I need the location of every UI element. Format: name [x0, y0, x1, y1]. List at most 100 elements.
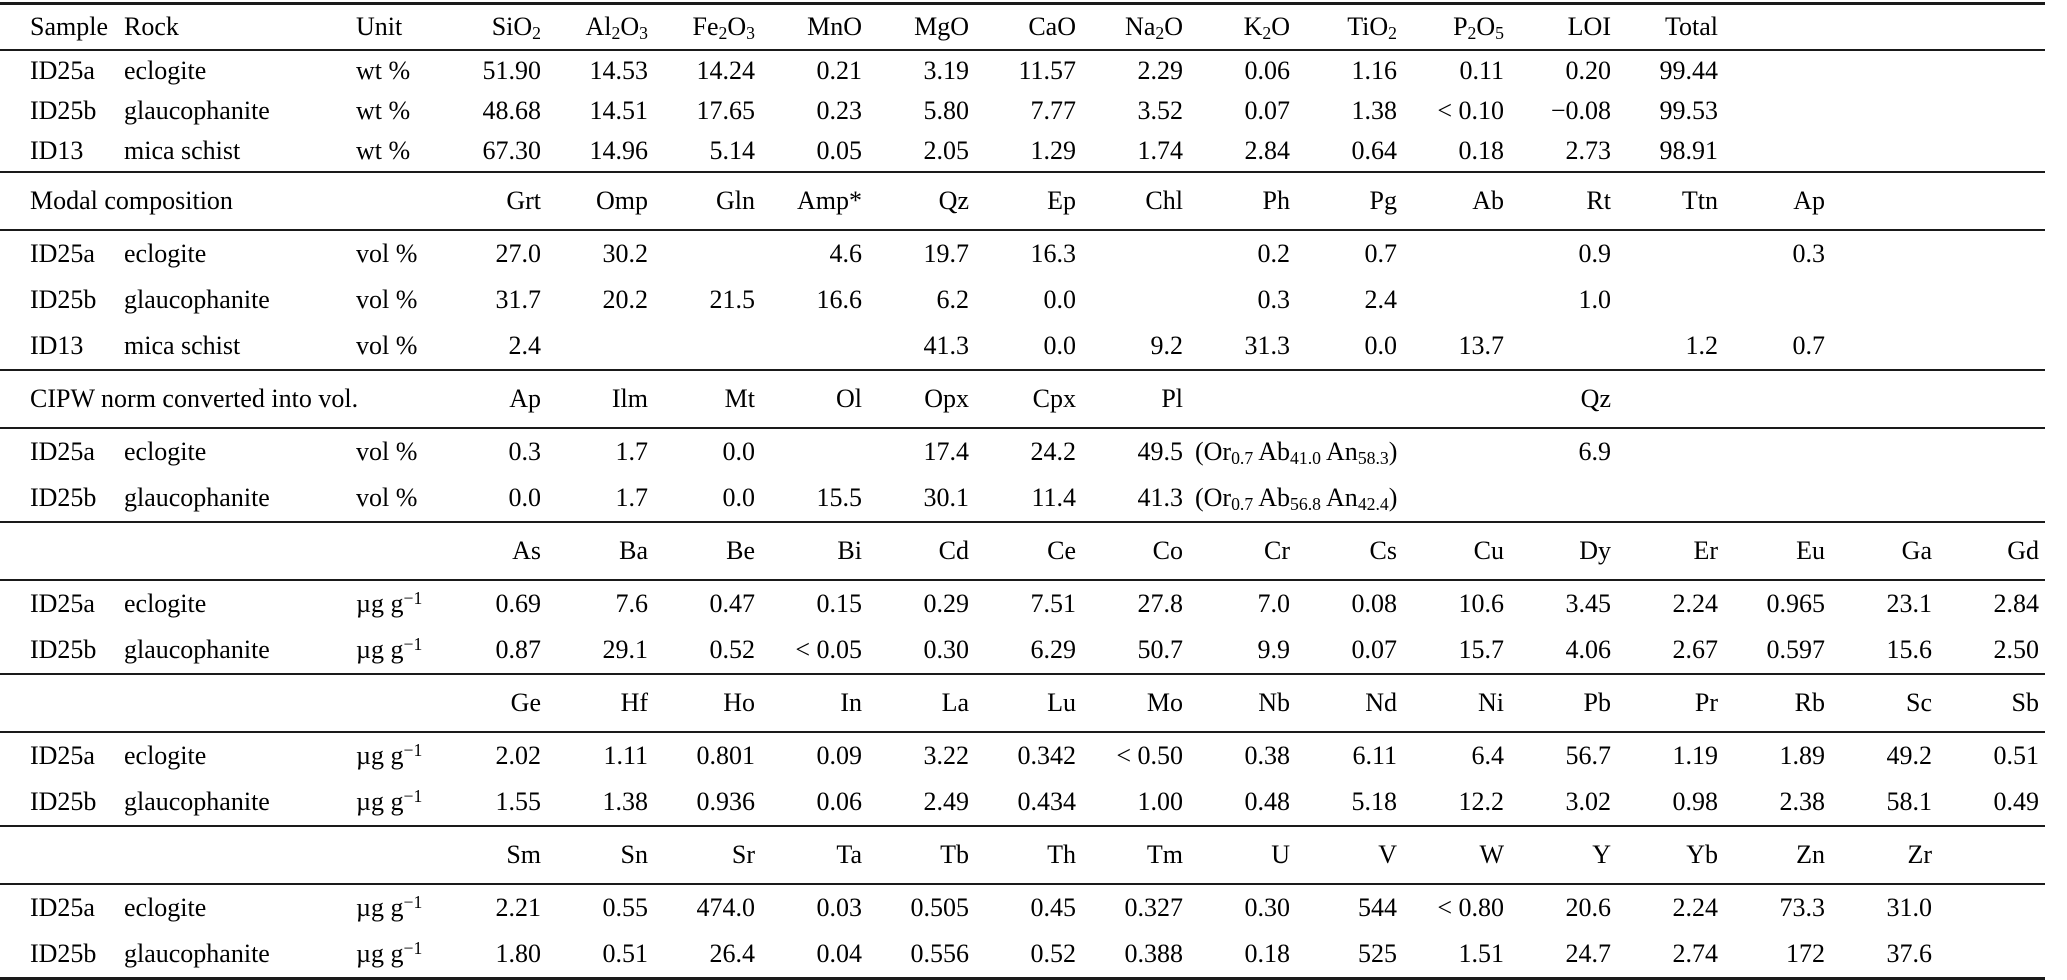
column-header: In [761, 673, 868, 733]
column-header: Ap [440, 369, 547, 429]
column-header: Hf [547, 673, 654, 733]
value-cell: 0.0 [722, 483, 756, 513]
value-cell: 5.18 [1351, 787, 1398, 817]
column-header: Grt [440, 171, 547, 231]
column-header [1938, 825, 2045, 885]
value-cell: 3.22 [923, 741, 970, 771]
value-cell: 15.6 [1886, 635, 1933, 665]
column-header [1938, 171, 2045, 231]
rock-column-header: Rock [122, 2, 352, 51]
value-cell: 0.556 [868, 931, 975, 980]
column-header: MnO [761, 2, 868, 51]
value-cell: 1.00 [1137, 787, 1184, 817]
value-cell: 0.04 [761, 931, 868, 980]
value-cell: 2.02 [495, 741, 542, 771]
value-cell [1617, 230, 1724, 277]
section-trace-elements-3: Sm Sn Sr Ta Tb Th Tm U V W Y Yb Zn Zr ID25a eclogite µg … [0, 825, 2045, 980]
value-cell: 31.0 [1886, 893, 1933, 923]
value-cell: 7.77 [1030, 96, 1077, 126]
section-title: Modal composition [0, 171, 440, 231]
value-cell [1831, 91, 1938, 131]
value-cell: (Or0.7 Ab56.8 An42.4) [1195, 483, 1398, 515]
value-cell: 0.98 [1672, 787, 1719, 817]
rock-type-cell: glaucophanite [124, 483, 270, 513]
value-cell: 0.52 [975, 931, 1082, 980]
sample-id-cell: ID25b [30, 635, 97, 665]
column-header: Amp* [761, 171, 868, 231]
row-id25a-trace-elements-3: ID25a eclogite µg g−1 2.21 0.55 474.0 0.03 0.50… [0, 884, 2045, 931]
column-header: Sb [1938, 673, 2045, 733]
value-cell: 525 [1296, 931, 1403, 980]
unit-cell: µg g−1 [356, 588, 423, 619]
row-id13-modal-composition: ID13 mica schist vol % 2.4 41.3 0.0 9.2 31.3 0.0… [0, 323, 2045, 370]
column-header: Opx [868, 369, 975, 429]
column-header: Cpx [975, 369, 1082, 429]
value-cell: 2.50 [1993, 635, 2040, 665]
value-cell: 0.342 [1017, 741, 1077, 771]
column-header: W [1403, 825, 1510, 885]
column-header: Er [1617, 521, 1724, 581]
sample-id-cell: ID25a [30, 741, 95, 771]
value-cell: 16.3 [1030, 239, 1077, 269]
value-cell [1938, 277, 2045, 323]
value-cell: 51.90 [482, 56, 542, 86]
value-cell: 0.06 [816, 787, 863, 817]
value-cell: 1.7 [615, 483, 649, 513]
section-title [0, 825, 440, 885]
value-cell: 17.4 [923, 437, 970, 467]
value-cell: 6.9 [1578, 437, 1612, 467]
value-cell: 49.2 [1886, 741, 1933, 771]
value-cell: 98.91 [1659, 136, 1719, 166]
section-cipw-norm: CIPW norm converted into vol. Ap Ilm Mt Ol Op… [0, 369, 2045, 522]
value-cell: 0.505 [910, 893, 970, 923]
value-cell: 67.30 [482, 136, 542, 166]
value-cell [1082, 277, 1189, 323]
value-cell: 12.2 [1458, 787, 1505, 817]
value-cell [1831, 131, 1938, 172]
column-header: Nd [1296, 673, 1403, 733]
sample-id-cell: ID25b [30, 285, 97, 315]
rock-type-cell: eclogite [124, 239, 207, 269]
value-cell: 24.2 [1030, 437, 1077, 467]
column-header: Ab [1403, 171, 1510, 231]
column-header: Zr [1831, 825, 1938, 885]
column-header: MgO [868, 2, 975, 51]
value-cell: 0.388 [1082, 931, 1189, 980]
row-id25a-modal-composition: ID25a eclogite vol % 27.0 30.2 4.6 19.7 16.3 0.2… [0, 230, 2045, 277]
sample-id-cell: ID25a [30, 437, 95, 467]
unit-cell: vol % [356, 483, 418, 513]
value-cell: < 0.05 [795, 635, 862, 665]
section-trace-elements-2: Ge Hf Ho In La Lu Mo Nb Nd Ni Pb Pr Rb Sc Sb ID25a eclog… [0, 673, 2045, 826]
row-id25b-trace-elements-1: ID25b glaucophanite µg g−1 0.87 29.1 0.52 < 0.… [0, 627, 2045, 674]
value-cell: 0.7 [1364, 239, 1398, 269]
value-cell: 1.89 [1779, 741, 1826, 771]
column-header: K2O [1189, 2, 1296, 51]
value-cell: 0.3 [508, 437, 542, 467]
column-header: Sn [547, 825, 654, 885]
value-cell [654, 323, 761, 370]
rock-type-cell: glaucophanite [122, 931, 352, 980]
column-header [1938, 2, 2045, 51]
value-cell [1724, 131, 1831, 172]
column-header: U [1189, 825, 1296, 885]
column-header: Sm [440, 825, 547, 885]
value-cell [1724, 277, 1831, 323]
value-cell: 2.4 [508, 331, 542, 361]
value-cell [1082, 230, 1189, 277]
unit-cell: wt % [356, 56, 411, 86]
column-header [1831, 2, 1938, 51]
value-cell: 0.07 [1351, 635, 1398, 665]
unit-cell: vol % [356, 331, 418, 361]
value-cell: 17.65 [696, 96, 756, 126]
value-cell: 0.20 [1565, 56, 1612, 86]
value-cell: 37.6 [1831, 931, 1938, 980]
row-id25a-trace-elements-1: ID25a eclogite µg g−1 0.69 7.6 0.47 0.15 0.29 7.… [0, 580, 2045, 627]
value-cell: 1.16 [1351, 56, 1398, 86]
value-cell: 6.29 [1030, 635, 1077, 665]
value-cell: 0.87 [495, 635, 542, 665]
column-header: Na2O [1082, 2, 1189, 51]
value-cell [1938, 475, 2045, 522]
section-title [0, 673, 440, 733]
value-cell [1510, 475, 1617, 522]
value-cell: 21.5 [709, 285, 756, 315]
